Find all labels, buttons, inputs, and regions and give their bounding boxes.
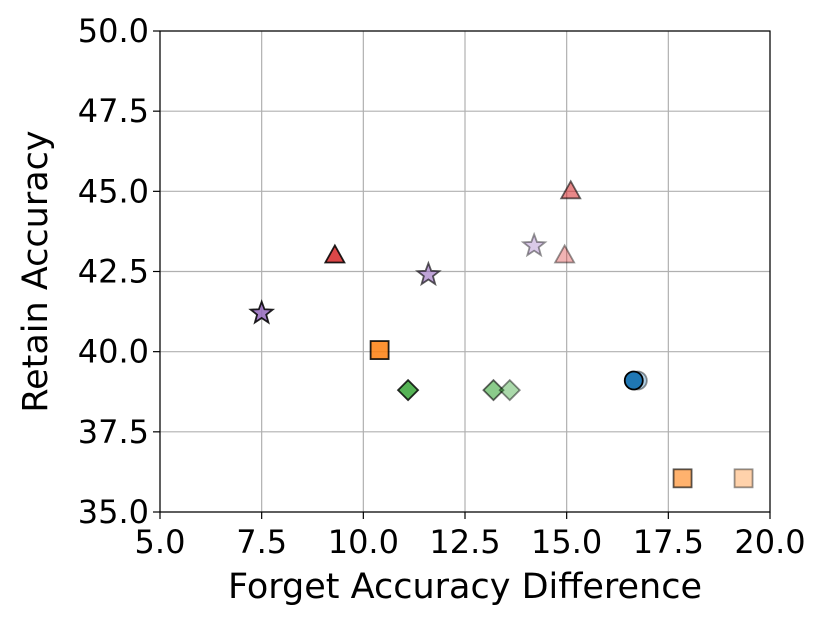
data-points bbox=[248, 179, 754, 489]
square-point bbox=[369, 340, 390, 360]
triangle-point bbox=[553, 243, 576, 264]
diamond-point bbox=[498, 378, 522, 402]
star-point bbox=[414, 260, 442, 287]
star-point bbox=[248, 299, 276, 325]
grid-lines bbox=[159, 30, 771, 513]
star-point bbox=[520, 231, 548, 258]
y-tick-label: 50.0 bbox=[78, 12, 149, 50]
square-point bbox=[733, 468, 754, 489]
square-point bbox=[672, 468, 693, 489]
y-tick-label: 35.0 bbox=[78, 493, 149, 531]
y-tick-label: 40.0 bbox=[78, 333, 149, 371]
x-tick-label: 7.5 bbox=[236, 523, 287, 561]
axis-ticks: 5.0 7.5 10.0 12.5 15.0 17.5 20.0 35.0 37.5 40.0 42… bbox=[78, 12, 806, 561]
y-tick-label: 45.0 bbox=[78, 172, 149, 210]
y-tick-label: 42.5 bbox=[78, 253, 149, 291]
x-tick-label: 17.5 bbox=[633, 523, 704, 561]
x-tick-label: 20.0 bbox=[734, 523, 805, 561]
y-axis-label: Retain Accuracy bbox=[16, 130, 56, 412]
x-tick-label: 12.5 bbox=[429, 523, 500, 561]
x-tick-label: 10.0 bbox=[328, 523, 399, 561]
y-tick-label: 47.5 bbox=[78, 92, 149, 130]
circle-point bbox=[623, 370, 644, 391]
x-axis-label: Forget Accuracy Difference bbox=[228, 567, 702, 607]
y-tick-label: 37.5 bbox=[78, 413, 149, 451]
diamond-point bbox=[482, 378, 505, 402]
triangle-point bbox=[559, 179, 582, 200]
triangle-point bbox=[323, 243, 346, 264]
plot-frame bbox=[159, 30, 771, 513]
diamond-point bbox=[396, 378, 420, 402]
x-tick-label: 5.0 bbox=[135, 523, 186, 561]
x-tick-label: 15.0 bbox=[531, 523, 602, 561]
